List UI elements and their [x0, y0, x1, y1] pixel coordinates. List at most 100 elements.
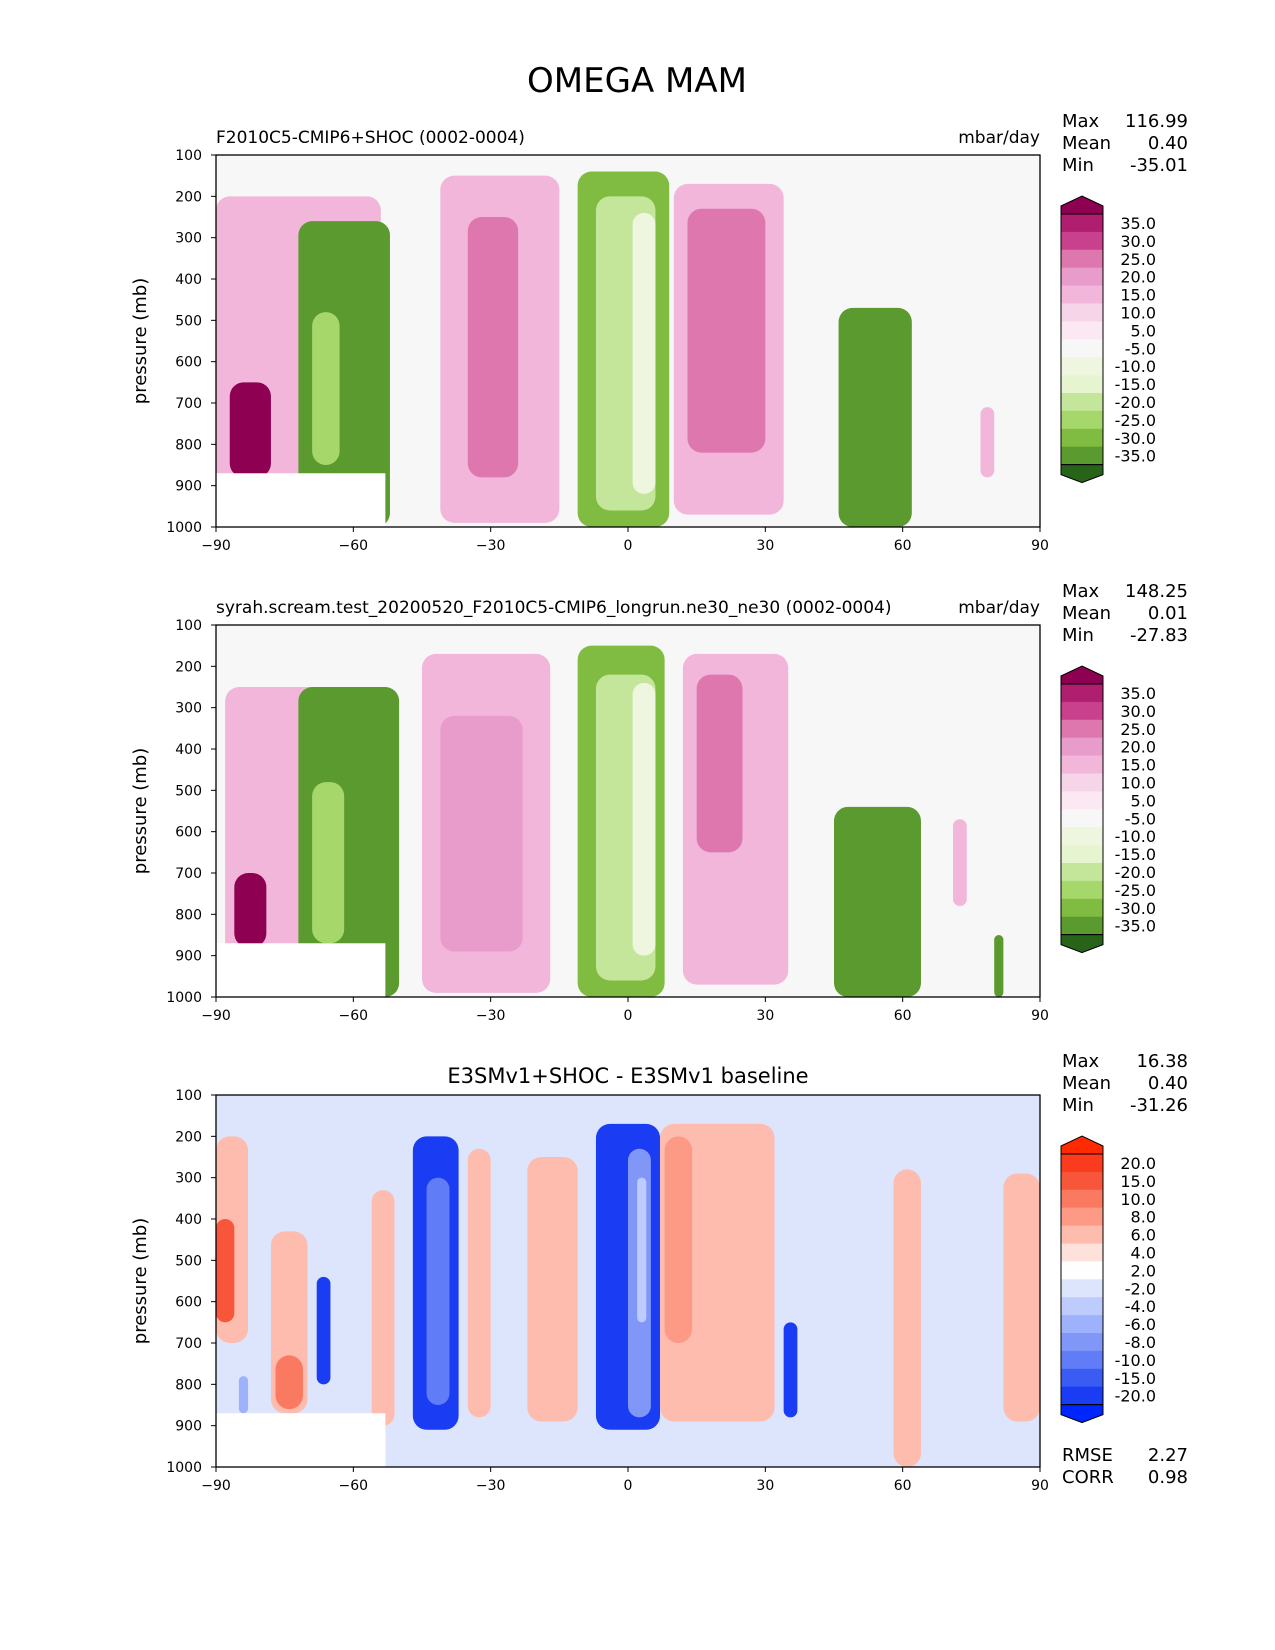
colorbar-segment: [1061, 898, 1103, 917]
stat-label: Mean: [1062, 133, 1111, 154]
colorbar-segment: [1061, 719, 1103, 738]
colorbar-label: 5.0: [1131, 791, 1156, 810]
x-tick-label: 60: [894, 1008, 912, 1024]
colorbar-segment: [1061, 231, 1103, 251]
y-tick-label: 100: [175, 618, 202, 634]
colorbar-segment: [1061, 267, 1103, 286]
y-tick-label: 900: [175, 1419, 202, 1435]
contour-region-4: [275, 1355, 303, 1410]
rmse-value: 2.27: [1148, 1445, 1188, 1466]
x-tick-label: 30: [756, 538, 774, 554]
x-tick-label: −60: [339, 1478, 369, 1494]
y-tick-label: 400: [175, 1212, 202, 1228]
colorbar-label: -5.0: [1125, 339, 1156, 358]
y-tick-label: 1000: [166, 520, 202, 536]
x-tick-label: −90: [201, 1478, 231, 1494]
colorbar-segment: [1061, 845, 1103, 864]
x-tick-label: −30: [476, 1478, 506, 1494]
panel-title: E3SMv1+SHOC - E3SMv1 baseline: [447, 1064, 808, 1088]
stat-value: 116.99: [1125, 111, 1188, 132]
colorbar-segment: [1061, 446, 1103, 465]
y-tick-label: 300: [175, 231, 202, 247]
colorbar-label: 4.0: [1131, 1243, 1156, 1262]
stat-value: 16.38: [1136, 1051, 1188, 1072]
colorbar-segment: [1061, 827, 1103, 846]
colorbar-segment: [1061, 1189, 1103, 1208]
y-tick-label: 300: [175, 1171, 202, 1187]
contour-region-6: [440, 715, 523, 952]
y-axis-label: pressure (mb): [130, 1218, 151, 1344]
y-tick-label: 300: [175, 701, 202, 717]
colorbar-extend-min: [1060, 934, 1104, 954]
x-tick-label: 0: [624, 1478, 633, 1494]
y-tick-label: 600: [175, 825, 202, 841]
contour-region-12: [838, 307, 912, 527]
stat-value: 148.25: [1125, 581, 1188, 602]
y-tick-label: 900: [175, 949, 202, 965]
stat-label: Max: [1062, 111, 1100, 132]
y-tick-label: 400: [175, 742, 202, 758]
x-tick-label: 60: [894, 538, 912, 554]
colorbar-label: -25.0: [1115, 411, 1156, 430]
colorbar-segment: [1061, 1368, 1103, 1387]
contour-region-13: [980, 407, 995, 478]
colorbar-frame: [1060, 683, 1104, 936]
x-tick-label: −60: [339, 1008, 369, 1024]
colorbar-label: -4.0: [1125, 1297, 1156, 1316]
panel-title: F2010C5-CMIP6+SHOC (0002-0004): [216, 128, 525, 148]
colorbar-segment: [1061, 357, 1103, 376]
y-tick-label: 900: [175, 479, 202, 495]
stat-label: Min: [1062, 625, 1094, 646]
y-tick-label: 600: [175, 355, 202, 371]
colorbar-segment: [1061, 1386, 1103, 1405]
y-tick-label: 500: [175, 783, 202, 799]
y-axis-label: pressure (mb): [130, 278, 151, 404]
colorbar-segment: [1061, 339, 1103, 358]
contour-region-14: [994, 935, 1004, 997]
contour-region-18: [893, 1169, 921, 1467]
colorbar: [1060, 665, 1104, 954]
colorbar-segment: [1061, 214, 1103, 233]
missing-data-region: [216, 473, 386, 527]
y-tick-label: 1000: [166, 1460, 202, 1476]
contour-region-4: [312, 312, 340, 465]
colorbar-label: -6.0: [1125, 1315, 1156, 1334]
colorbar-label: 25.0: [1120, 720, 1156, 739]
stat-label: Max: [1062, 1051, 1100, 1072]
stat-value: -35.01: [1130, 155, 1188, 176]
y-tick-label: 200: [175, 189, 202, 205]
stat-value: 0.40: [1148, 1073, 1188, 1094]
y-tick-label: 100: [175, 1088, 202, 1104]
colorbar-extend-max: [1060, 665, 1104, 685]
colorbar-label: -35.0: [1115, 447, 1156, 466]
colorbar-label: 20.0: [1120, 268, 1156, 287]
colorbar-segment: [1061, 1261, 1103, 1280]
x-tick-label: −60: [339, 538, 369, 554]
colorbar-segment: [1061, 1207, 1103, 1226]
colorbar-label: 10.0: [1120, 1190, 1156, 1209]
y-tick-label: 700: [175, 396, 202, 412]
colorbar-frame: [1060, 1153, 1104, 1406]
y-axis-label: pressure (mb): [130, 748, 151, 874]
colorbar-segment: [1061, 880, 1103, 900]
colorbar-segment: [1061, 809, 1103, 828]
contour-region-10: [467, 1148, 491, 1418]
y-tick-label: 800: [175, 437, 202, 453]
missing-data-region: [216, 943, 386, 997]
x-tick-label: −30: [476, 538, 506, 554]
colorbar-label: 6.0: [1131, 1226, 1156, 1245]
colorbar-segment: [1061, 863, 1103, 882]
contour-region-17: [783, 1322, 798, 1418]
colorbar-label: 15.0: [1120, 756, 1156, 775]
units-label: mbar/day: [958, 598, 1040, 618]
colorbar-label: 15.0: [1120, 286, 1156, 305]
colorbar-segment: [1061, 1279, 1103, 1298]
stat-label: Min: [1062, 155, 1094, 176]
colorbar-segment: [1061, 1297, 1103, 1316]
missing-data-region: [216, 1413, 386, 1467]
colorbar-label: -15.0: [1115, 375, 1156, 394]
colorbar-label: -20.0: [1115, 1387, 1156, 1406]
colorbar-extend-min: [1060, 1404, 1104, 1424]
units-label: mbar/day: [958, 128, 1040, 148]
